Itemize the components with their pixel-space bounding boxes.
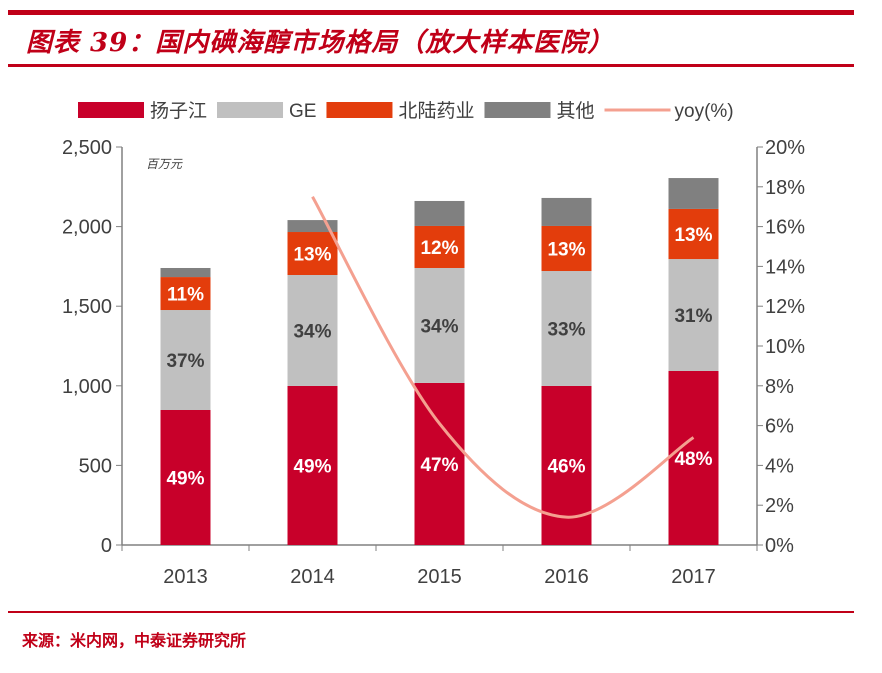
- yoy-line: [311, 196, 695, 519]
- bar-北陆药业-2014: [287, 232, 338, 275]
- y2-tick-label: 12%: [765, 296, 805, 318]
- data-label: 33%: [547, 319, 585, 340]
- bar-北陆药业-2016: [541, 225, 592, 272]
- x-tick-label: 2014: [290, 566, 335, 588]
- top-rule: [8, 10, 854, 15]
- y2-tick-label: 6%: [765, 416, 794, 438]
- footer-rule: [8, 611, 854, 613]
- bar-其他-2016: [541, 197, 592, 226]
- data-label: 11%: [167, 285, 204, 306]
- legend-label: yoy(%): [675, 101, 734, 122]
- chart-title: 图表 39：国内碘海醇市场格局（放大样本医院）: [26, 28, 615, 58]
- data-label: 12%: [420, 238, 458, 259]
- source-note: 来源：米内网，中泰证券研究所: [22, 631, 247, 650]
- legend-label: GE: [289, 101, 316, 122]
- bar-其他-2013: [160, 267, 211, 278]
- y-tick-label: 500: [79, 455, 112, 477]
- legend-swatch-其他: [484, 102, 551, 118]
- bar-扬子江-2017: [668, 370, 719, 545]
- bar-其他-2014: [287, 220, 338, 233]
- data-label: 46%: [547, 456, 585, 477]
- x-tick-label: 2013: [163, 566, 208, 588]
- legend-label: 其他: [556, 100, 594, 122]
- y2-tick-label: 16%: [765, 217, 805, 239]
- data-label: 49%: [166, 468, 204, 489]
- x-tick-label: 2015: [417, 566, 462, 588]
- legend-swatch-北陆药业: [326, 102, 393, 118]
- x-tick-label: 2016: [544, 566, 589, 588]
- x-tick-label: 2017: [671, 566, 716, 588]
- bar-GE-2016: [541, 271, 592, 386]
- y2-tick-label: 8%: [765, 376, 794, 398]
- bar-扬子江-2015: [414, 382, 465, 545]
- bar-北陆药业-2013: [160, 277, 211, 311]
- bar-GE-2014: [287, 274, 338, 386]
- y2-tick-label: 20%: [765, 137, 805, 159]
- y2-tick-label: 2%: [765, 495, 794, 517]
- y2-tick-label: 10%: [765, 336, 805, 358]
- title-rule: [8, 64, 854, 67]
- bar-北陆药业-2015: [414, 225, 465, 268]
- bar-GE-2015: [414, 267, 465, 383]
- data-label: 13%: [293, 245, 331, 266]
- data-label: 34%: [420, 316, 458, 337]
- y-tick-label: 1,500: [62, 296, 112, 318]
- data-label: 48%: [674, 449, 712, 470]
- data-label: 37%: [166, 351, 204, 372]
- data-label: 49%: [293, 456, 331, 477]
- y-tick-label: 2,500: [62, 137, 112, 159]
- y-tick-label: 0: [101, 535, 112, 557]
- data-label: 31%: [674, 306, 712, 327]
- legend-label: 北陆药业: [398, 100, 474, 122]
- bar-扬子江-2014: [287, 385, 338, 545]
- legend-swatch-扬子江: [78, 102, 144, 118]
- unit-label: 百万元: [146, 157, 183, 171]
- data-label: 47%: [420, 455, 458, 476]
- y-tick-label: 1,000: [62, 376, 112, 398]
- y2-tick-label: 18%: [765, 177, 805, 199]
- data-label: 34%: [293, 321, 331, 342]
- bar-其他-2015: [414, 200, 465, 226]
- legend-label: 扬子江: [150, 100, 207, 122]
- y2-tick-label: 4%: [765, 455, 794, 477]
- data-label: 13%: [547, 239, 585, 260]
- data-label: 13%: [674, 225, 712, 246]
- y-tick-label: 2,000: [62, 217, 112, 239]
- bar-GE-2017: [668, 259, 719, 371]
- y2-tick-label: 14%: [765, 256, 805, 278]
- y2-tick-label: 0%: [765, 535, 794, 557]
- bar-其他-2017: [668, 178, 719, 209]
- bar-北陆药业-2017: [668, 208, 719, 260]
- bar-GE-2013: [160, 310, 211, 410]
- legend-swatch-GE: [217, 102, 284, 118]
- bar-扬子江-2013: [160, 409, 211, 545]
